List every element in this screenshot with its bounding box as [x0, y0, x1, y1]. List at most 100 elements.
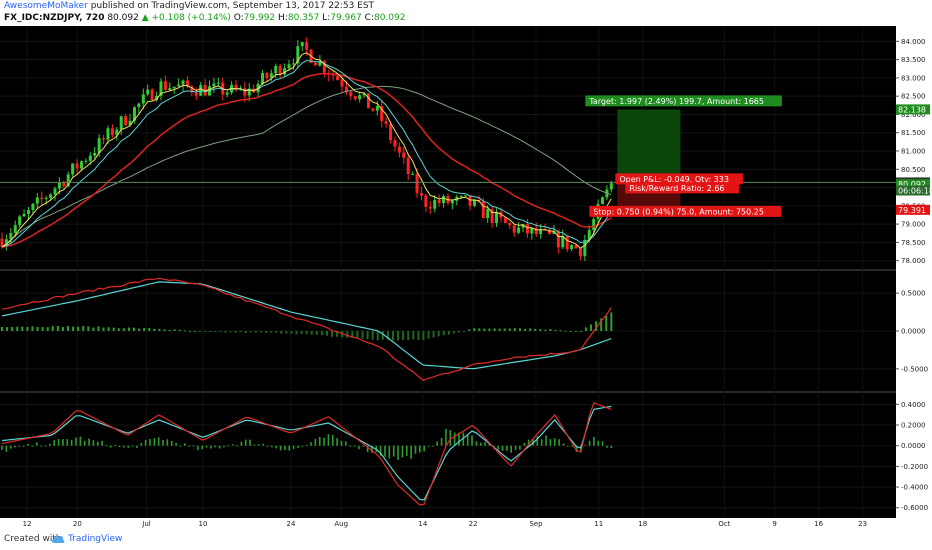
osc-histogram-bar: [553, 438, 556, 446]
candle: [366, 93, 370, 109]
candle: [525, 224, 529, 234]
macd-histogram-bar: [209, 331, 212, 332]
macd-histogram-bar: [21, 326, 24, 331]
target-zone[interactable]: [617, 109, 681, 183]
macd-histogram-bar: [173, 329, 176, 331]
osc-histogram-bar: [345, 441, 347, 446]
macd-histogram-bar: [320, 331, 323, 336]
candle: [9, 232, 13, 240]
macd-histogram-bar: [452, 331, 455, 334]
macd-histogram-bar: [376, 331, 379, 341]
candle: [296, 46, 300, 64]
candle: [119, 116, 123, 130]
osc-histogram-bar: [75, 437, 77, 446]
macd-histogram-bar: [77, 326, 80, 331]
candle: [318, 61, 322, 66]
macd-histogram-bar: [87, 326, 90, 331]
macd-histogram-bar: [402, 331, 405, 340]
candle: [18, 216, 22, 226]
macd-histogram-bar: [153, 328, 156, 331]
candle: [84, 160, 88, 162]
candle: [53, 188, 57, 195]
candle: [305, 42, 309, 50]
candle: [128, 120, 132, 126]
macd-histogram-bar: [178, 329, 181, 331]
osc-histogram-bar: [349, 445, 351, 447]
price-axis-tick-label: 80.500: [901, 166, 926, 174]
osc-slow-line: [1, 405, 612, 501]
trading-chart[interactable]: 84.000 83.500 83.000 82.500 82.000 81.500 81.0…: [0, 26, 932, 530]
osc-histogram-bar: [49, 443, 51, 446]
osc-histogram-bar: [201, 445, 204, 450]
candle: [512, 225, 516, 233]
macd-histogram-bar: [351, 331, 354, 338]
osc-histogram-bar: [453, 432, 456, 446]
macd-histogram-bar: [386, 331, 389, 340]
candle: [79, 161, 83, 169]
candle: [234, 84, 238, 90]
price-change: ▲ +0.108 (+0.14%): [141, 13, 231, 23]
macd-histogram-bar: [336, 331, 339, 337]
candle: [517, 227, 521, 233]
candle: [141, 94, 145, 104]
osc-histogram-bar: [432, 445, 434, 447]
osc-histogram-bar: [9, 445, 12, 449]
price-tag-box: [896, 185, 930, 196]
macd-histogram-bar: [610, 312, 613, 331]
candle: [556, 231, 560, 248]
candle: [411, 173, 415, 175]
osc-histogram-bar: [484, 442, 486, 446]
candle: [530, 228, 534, 234]
osc-histogram-bar: [371, 445, 373, 453]
macd-histogram-bar: [112, 327, 115, 331]
macd-histogram-bar: [214, 331, 217, 332]
x-tick-label: Sep: [529, 520, 543, 528]
osc-histogram-bar: [153, 438, 156, 446]
osc-histogram-bar: [266, 445, 269, 447]
x-tick-label: 18: [638, 520, 647, 528]
candle: [419, 193, 423, 196]
macd-histogram-bar: [544, 329, 547, 331]
osc-axis-tick-label: 0.0000: [901, 442, 926, 450]
candle: [137, 103, 141, 108]
osc-histogram-bar: [519, 445, 521, 450]
osc-histogram-bar: [301, 445, 304, 447]
osc-histogram-bar: [27, 443, 29, 446]
macd-histogram-bar: [6, 327, 9, 331]
osc-histogram-bar: [140, 442, 143, 446]
tradingview-cloud-icon: [51, 535, 65, 543]
macd-histogram-bar: [600, 318, 603, 331]
candle: [26, 210, 30, 214]
macd-histogram-bar: [127, 327, 130, 331]
time-axis: [0, 518, 932, 530]
osc-histogram-bar: [105, 445, 108, 447]
osc-histogram-bar: [231, 444, 234, 446]
macd-histogram-bar: [524, 328, 527, 331]
osc-histogram-bar: [136, 445, 138, 448]
macd-histogram-bar: [188, 330, 191, 332]
osc-histogram-bar: [305, 444, 308, 446]
macd-histogram-bar: [437, 331, 440, 337]
osc-histogram-bar: [223, 445, 225, 448]
osc-histogram-bar: [218, 445, 221, 449]
symbol-info: FX_IDC:NZDJPY, 720 80.092 ▲ +0.108 (+0.1…: [4, 13, 405, 25]
osc-axis-tick-label: 0.2000: [901, 422, 926, 430]
osc-histogram-bar: [83, 440, 86, 446]
price-tag-box: [896, 204, 930, 215]
macd-histogram-bar: [518, 328, 521, 331]
tradingview-brand[interactable]: TradingView: [68, 534, 123, 544]
osc-histogram-bar: [118, 445, 121, 448]
osc-histogram-bar: [423, 445, 425, 452]
macd-histogram-bar: [300, 331, 303, 334]
macd-histogram-bar: [498, 328, 501, 331]
author-link[interactable]: AwesomeMoMaker: [4, 1, 88, 11]
macd-histogram-bar: [193, 330, 196, 332]
target-label: Target: 1.997 (2.49%) 199.7, Amount: 166…: [588, 97, 764, 106]
macd-histogram-bar: [325, 331, 328, 336]
osc-histogram-bar: [510, 445, 513, 453]
candle: [503, 217, 507, 223]
macd-histogram-bar: [391, 331, 394, 341]
macd-histogram-bar: [483, 328, 486, 331]
candle: [583, 239, 587, 257]
candle: [548, 229, 552, 234]
